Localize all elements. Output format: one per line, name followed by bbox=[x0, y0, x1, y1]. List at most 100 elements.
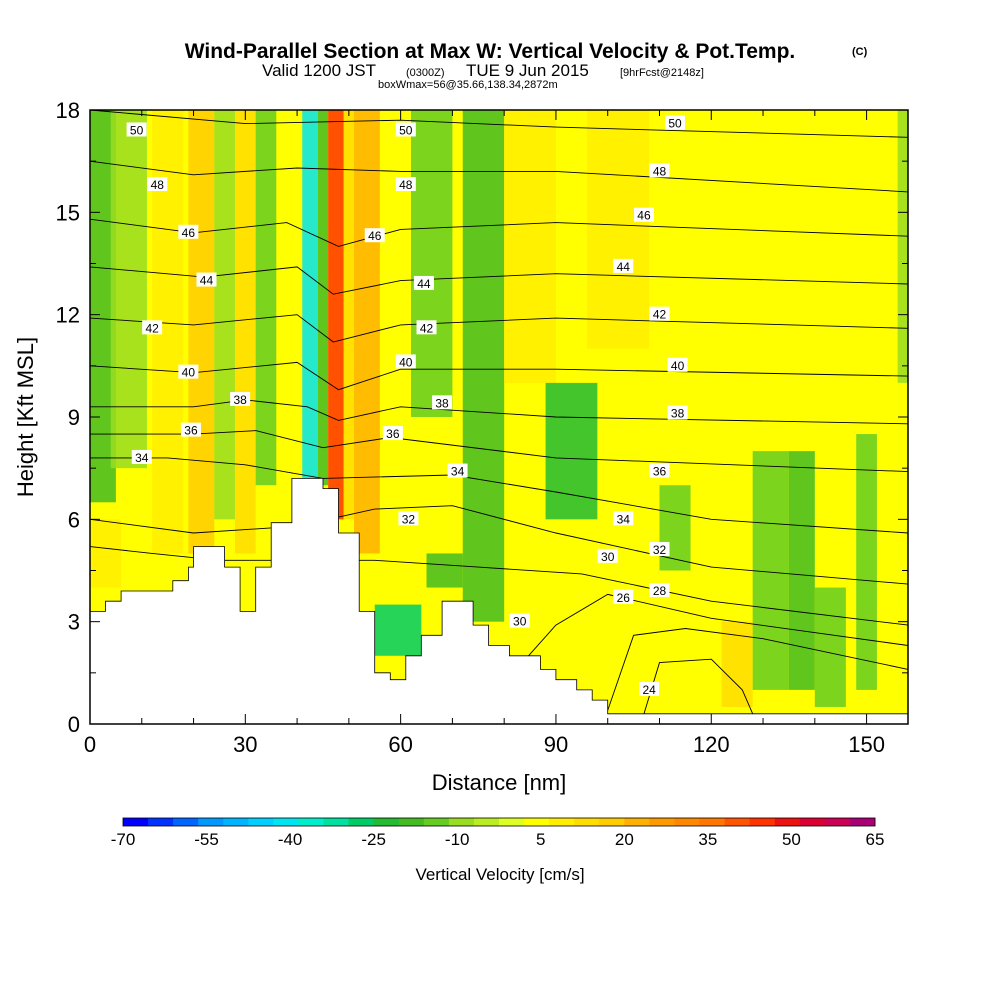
contour-label: 46 bbox=[364, 228, 385, 243]
colorbar-swatch bbox=[624, 818, 650, 826]
x-tick-label: 120 bbox=[693, 732, 730, 757]
velocity-band bbox=[814, 587, 846, 707]
theta-contour-50 bbox=[89, 109, 909, 138]
contour-label: 50 bbox=[665, 115, 686, 131]
colorbar-tick-label: -40 bbox=[278, 830, 303, 849]
colorbar-swatch bbox=[273, 818, 299, 826]
colorbar-swatch bbox=[423, 818, 450, 826]
colorbar-swatch bbox=[499, 818, 525, 826]
x-tick-label: 90 bbox=[544, 732, 568, 757]
colorbar-tick-label: 65 bbox=[866, 830, 885, 849]
x-axis-label: Distance [nm] bbox=[432, 770, 567, 795]
contour-label: 50 bbox=[395, 122, 416, 137]
valid-prefix: Valid 1200 JST bbox=[262, 61, 376, 80]
contour-labels: 50 48 46 44 42 40 38 36 34 50 48 46 44 42 40 38 36 34 32 30… bbox=[126, 115, 688, 697]
contour-label: 28 bbox=[649, 582, 670, 598]
velocity-band bbox=[317, 110, 329, 486]
contour-label: 50 bbox=[126, 122, 147, 137]
svg-text:44: 44 bbox=[200, 274, 214, 288]
velocity-band bbox=[90, 519, 122, 588]
contour-label: 38 bbox=[230, 391, 251, 407]
colorbar-swatch bbox=[574, 818, 600, 826]
contour-label: 48 bbox=[649, 163, 670, 178]
svg-text:48: 48 bbox=[653, 164, 667, 178]
velocity-band bbox=[214, 110, 235, 520]
contour-label: 36 bbox=[382, 426, 403, 441]
velocity-band bbox=[302, 110, 318, 486]
velocity-band bbox=[659, 485, 691, 571]
terrain-mask bbox=[89, 478, 909, 725]
y-axis-label: Height [Kft MSL] bbox=[13, 337, 38, 497]
velocity-band bbox=[504, 110, 556, 383]
colorbar-swatch bbox=[473, 818, 500, 826]
velocity-band bbox=[110, 110, 147, 469]
velocity-band bbox=[897, 110, 908, 383]
x-tick-label: 30 bbox=[233, 732, 257, 757]
x-tick-label: 60 bbox=[388, 732, 412, 757]
contour-label: 24 bbox=[639, 681, 660, 697]
svg-text:48: 48 bbox=[399, 178, 413, 192]
colorbar-swatch bbox=[173, 818, 199, 826]
contour-label: 36 bbox=[180, 422, 201, 438]
plot-area: 50 48 46 44 42 40 38 36 34 50 48 46 44 42 40 38 36 34 32 30… bbox=[89, 109, 909, 725]
valid-date: TUE 9 Jun 2015 bbox=[466, 61, 589, 80]
colorbar-tick-label: -70 bbox=[111, 830, 136, 849]
contour-label: 44 bbox=[196, 272, 217, 288]
copyright-mark: (C) bbox=[852, 46, 868, 58]
svg-text:42: 42 bbox=[420, 321, 434, 335]
contour-label: 38 bbox=[432, 395, 453, 410]
contour-label: 40 bbox=[395, 354, 416, 369]
svg-text:38: 38 bbox=[233, 393, 247, 407]
contour-label: 34 bbox=[613, 511, 634, 526]
colorbar-tick-label: -55 bbox=[194, 830, 219, 849]
theta-contour-26 bbox=[607, 628, 909, 711]
colorbar-swatch bbox=[298, 818, 324, 826]
contour-label: 36 bbox=[649, 463, 670, 479]
svg-text:34: 34 bbox=[135, 451, 149, 465]
svg-text:32: 32 bbox=[653, 543, 667, 557]
colorbar-swatch bbox=[549, 818, 575, 826]
colorbar-tick-label: 50 bbox=[782, 830, 801, 849]
y-tick-label: 18 bbox=[56, 98, 80, 123]
valid-line: Valid 1200 JST (0300Z) TUE 9 Jun 2015 [9… bbox=[262, 61, 704, 80]
contour-label: 42 bbox=[416, 320, 437, 335]
colorbar-swatch bbox=[824, 818, 851, 826]
velocity-band bbox=[343, 110, 355, 520]
theta-contour-24 bbox=[643, 658, 754, 714]
contour-label: 48 bbox=[395, 177, 416, 192]
velocity-band bbox=[188, 110, 215, 554]
colorbar-label: Vertical Velocity [cm/s] bbox=[415, 865, 584, 884]
theta-contour-34 bbox=[90, 457, 909, 534]
theta-contour-30 bbox=[89, 546, 909, 626]
colorbar-swatch bbox=[849, 818, 876, 826]
utc-time: (0300Z) bbox=[406, 67, 445, 79]
theta-contour-32 bbox=[89, 505, 909, 585]
colorbar-swatch bbox=[699, 818, 725, 826]
svg-text:40: 40 bbox=[399, 355, 413, 369]
svg-text:44: 44 bbox=[417, 277, 431, 291]
velocity-band bbox=[856, 434, 877, 690]
svg-text:24: 24 bbox=[642, 683, 656, 697]
colorbar-swatch bbox=[198, 818, 224, 826]
contour-label: 46 bbox=[633, 207, 654, 223]
velocity-band bbox=[752, 451, 789, 690]
svg-text:36: 36 bbox=[653, 465, 667, 479]
svg-text:30: 30 bbox=[513, 615, 527, 629]
contour-label: 48 bbox=[147, 177, 168, 192]
colorbar-swatch bbox=[774, 818, 801, 826]
svg-text:38: 38 bbox=[435, 396, 449, 410]
colorbar-swatch bbox=[348, 818, 375, 826]
contour-label: 38 bbox=[667, 405, 688, 421]
svg-text:44: 44 bbox=[617, 260, 631, 274]
colorbar: -70 -55 -40 -25 -10 5 20 35 50 65 bbox=[111, 817, 885, 849]
svg-text:42: 42 bbox=[145, 321, 159, 335]
contour-label: 34 bbox=[131, 449, 152, 465]
contour-label: 26 bbox=[613, 589, 634, 605]
terrain bbox=[89, 478, 909, 725]
svg-text:36: 36 bbox=[184, 424, 198, 438]
svg-text:50: 50 bbox=[399, 123, 413, 137]
contour-label: 46 bbox=[178, 224, 199, 240]
svg-text:32: 32 bbox=[402, 512, 416, 526]
velocity-band bbox=[410, 110, 453, 417]
velocity-band bbox=[328, 110, 344, 520]
